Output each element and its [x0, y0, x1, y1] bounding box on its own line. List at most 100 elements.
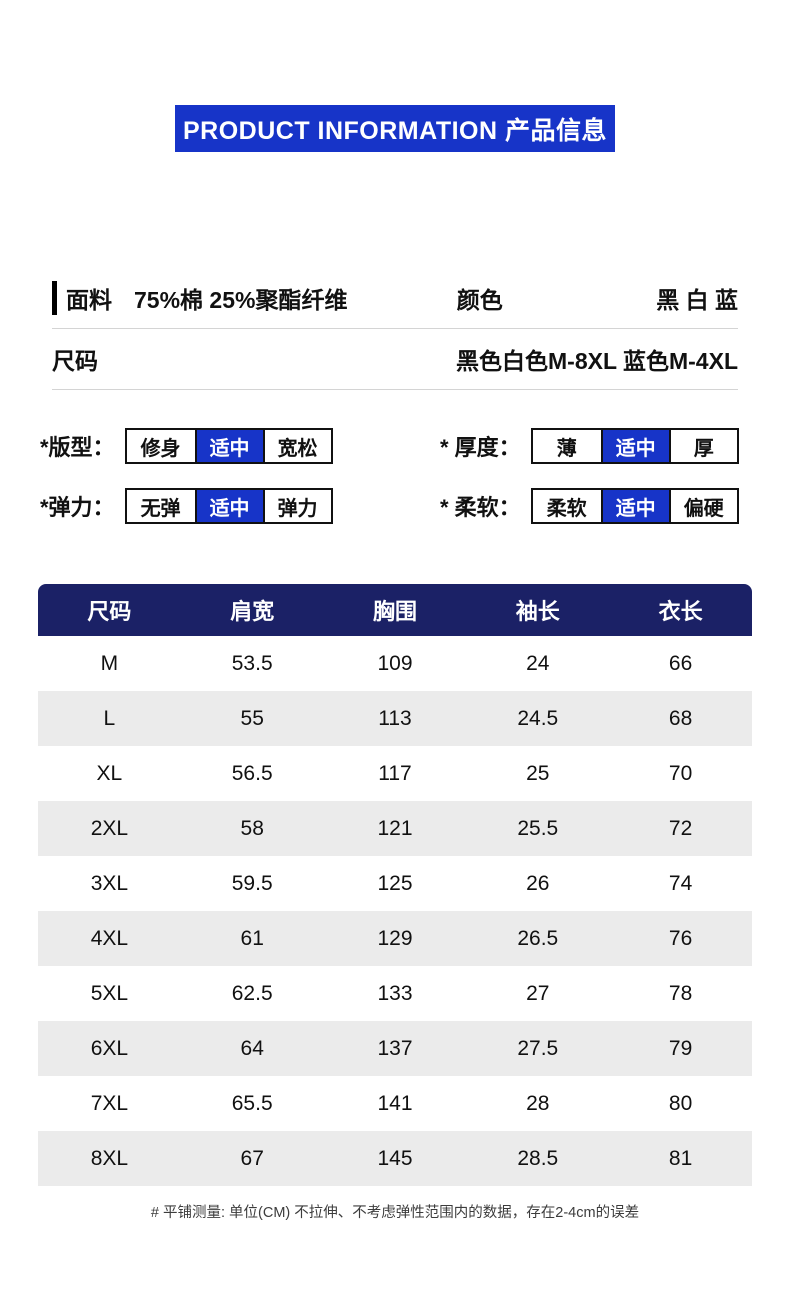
spec-row-fabric-color: 面料 75%棉 25%聚酯纤维 颜色 黑 白 蓝	[52, 268, 738, 329]
table-cell: 145	[323, 1131, 467, 1186]
attr-option-thickness-medium-selected: 适中	[600, 430, 669, 462]
table-header-cell-shoulder: 肩宽	[180, 584, 324, 636]
table-header-cell-size: 尺码	[38, 584, 181, 636]
attr-scale-softness: 柔软 适中 偏硬	[530, 488, 739, 524]
attr-group-softness: * 柔软： 柔软 适中 偏硬	[395, 488, 750, 524]
attr-label-thickness: * 厚度：	[440, 435, 521, 460]
attr-group-thickness: * 厚度： 薄 适中 厚	[395, 428, 750, 464]
size-cell-label: 7XL	[90, 1091, 129, 1115]
fabric-group: 面料 75%棉 25%聚酯纤维	[52, 281, 347, 315]
size-cell-label: 6XL	[38, 1021, 181, 1076]
fabric-label: 面料	[52, 281, 112, 315]
table-cell: 67	[180, 1131, 324, 1186]
attr-option-fit-slim: 修身	[126, 430, 195, 462]
table-cell: 53.5	[231, 651, 273, 675]
attr-label-softness: * 柔软：	[440, 495, 521, 520]
table-cell: 76	[609, 911, 752, 966]
table-cell: 70	[668, 761, 693, 785]
table-cell: 125	[377, 871, 413, 895]
table-row: 6XL 64 137 27.5 79	[38, 1021, 752, 1076]
table-cell: 129	[323, 911, 467, 966]
table-cell: 81	[609, 1131, 752, 1186]
table-row: 5XL 62.5 133 27 78	[38, 966, 752, 1021]
attr-option-softness-soft: 柔软	[532, 490, 601, 522]
table-cell: 55	[180, 691, 324, 746]
table-cell: 74	[668, 871, 693, 895]
product-info-page: PRODUCT INFORMATION 产品信息 面料 75%棉 25%聚酯纤维…	[0, 105, 790, 1222]
table-cell: 27	[526, 981, 550, 1005]
table-cell: 121	[323, 801, 467, 856]
attr-scale-thickness: 薄 适中 厚	[530, 428, 739, 464]
color-label: 颜色	[456, 287, 503, 313]
table-cell: 80	[668, 1091, 693, 1115]
table-cell: 78	[668, 981, 693, 1005]
attr-label-fit: *版型：	[40, 435, 115, 460]
color-group: 颜色 黑 白 蓝	[457, 281, 738, 315]
size-range-value: 黑色白色M-8XL 蓝色M-4XL	[456, 348, 738, 374]
attr-group-fit: *版型： 修身 适中 宽松	[40, 428, 395, 464]
size-cell-label: XL	[96, 761, 123, 785]
size-cell-label: L	[38, 691, 181, 746]
table-row: 2XL 58 121 25.5 72	[38, 801, 752, 856]
size-table: 尺码 肩宽 胸围 袖长 衣长 M 53.5 109 24 66 L 55 113…	[38, 584, 752, 1186]
table-row: L 55 113 24.5 68	[38, 691, 752, 746]
attr-option-softness-firm: 偏硬	[668, 490, 737, 522]
size-label: 尺码	[52, 348, 98, 374]
attr-option-elasticity-none: 无弹	[126, 490, 195, 522]
attr-option-fit-loose: 宽松	[262, 430, 331, 462]
table-cell: 72	[609, 801, 752, 856]
table-row: 8XL 67 145 28.5 81	[38, 1131, 752, 1186]
size-cell-label: 8XL	[38, 1131, 181, 1186]
attr-option-fit-regular-selected: 适中	[194, 430, 263, 462]
size-table-body: M 53.5 109 24 66 L 55 113 24.5 68 XL 56.…	[38, 636, 752, 1186]
table-header-cell-chest: 胸围	[323, 584, 467, 636]
table-cell: 79	[609, 1021, 752, 1076]
table-cell: 64	[180, 1021, 324, 1076]
table-row: XL 56.5 117 25 70	[38, 746, 752, 801]
attr-group-elasticity: *弹力： 无弹 适中 弹力	[40, 488, 395, 524]
table-cell: 133	[377, 981, 413, 1005]
table-header-cell-sleeve: 袖长	[466, 584, 610, 636]
table-cell: 28	[526, 1091, 550, 1115]
size-cell-label: 2XL	[38, 801, 181, 856]
attr-option-elasticity-medium-selected: 适中	[194, 490, 263, 522]
table-cell: 25	[526, 761, 550, 785]
banner: PRODUCT INFORMATION 产品信息	[175, 105, 615, 152]
table-cell: 28.5	[466, 1131, 610, 1186]
measurement-footnote: # 平铺测量: 单位(CM) 不拉伸、不考虑弹性范围内的数据，存在2-4cm的误…	[150, 1205, 640, 1221]
size-cell-label: 4XL	[38, 911, 181, 966]
table-cell: 25.5	[466, 801, 610, 856]
table-cell: 113	[323, 691, 467, 746]
size-cell-label: M	[100, 651, 119, 675]
table-row: M 53.5 109 24 66	[38, 636, 752, 691]
attr-option-thickness-thin: 薄	[532, 430, 601, 462]
attr-label-elasticity: *弹力：	[40, 495, 115, 520]
table-cell: 141	[377, 1091, 413, 1115]
size-table-header: 尺码 肩宽 胸围 袖长 衣长	[38, 584, 752, 636]
attributes-section: *版型： 修身 适中 宽松 * 厚度： 薄 适中 厚 *弹力： 无弹 适中 弹力	[40, 428, 750, 548]
table-cell: 26	[526, 871, 550, 895]
table-cell: 59.5	[231, 871, 273, 895]
table-header-cell-length: 衣长	[609, 584, 752, 636]
table-cell: 58	[180, 801, 324, 856]
table-cell: 109	[377, 651, 413, 675]
table-cell: 27.5	[466, 1021, 610, 1076]
table-cell: 137	[323, 1021, 467, 1076]
attr-scale-elasticity: 无弹 适中 弹力	[124, 488, 333, 524]
table-row: 7XL 65.5 141 28 80	[38, 1076, 752, 1131]
table-cell: 62.5	[231, 981, 273, 1005]
attr-option-elasticity-stretch: 弹力	[262, 490, 331, 522]
table-header-row: 尺码 肩宽 胸围 袖长 衣长	[38, 584, 752, 636]
table-cell: 24.5	[466, 691, 610, 746]
size-cell-label: 3XL	[90, 871, 129, 895]
table-cell: 68	[609, 691, 752, 746]
table-row: 4XL 61 129 26.5 76	[38, 911, 752, 966]
table-cell: 65.5	[231, 1091, 273, 1115]
attr-scale-fit: 修身 适中 宽松	[124, 428, 333, 464]
attr-option-softness-medium-selected: 适中	[600, 490, 669, 522]
color-value: 黑 白 蓝	[656, 287, 738, 313]
fabric-value: 75%棉 25%聚酯纤维	[134, 287, 348, 313]
spec-row-size: 尺码 黑色白色M-8XL 蓝色M-4XL	[52, 329, 738, 390]
table-cell: 24	[526, 651, 550, 675]
table-cell: 61	[180, 911, 324, 966]
